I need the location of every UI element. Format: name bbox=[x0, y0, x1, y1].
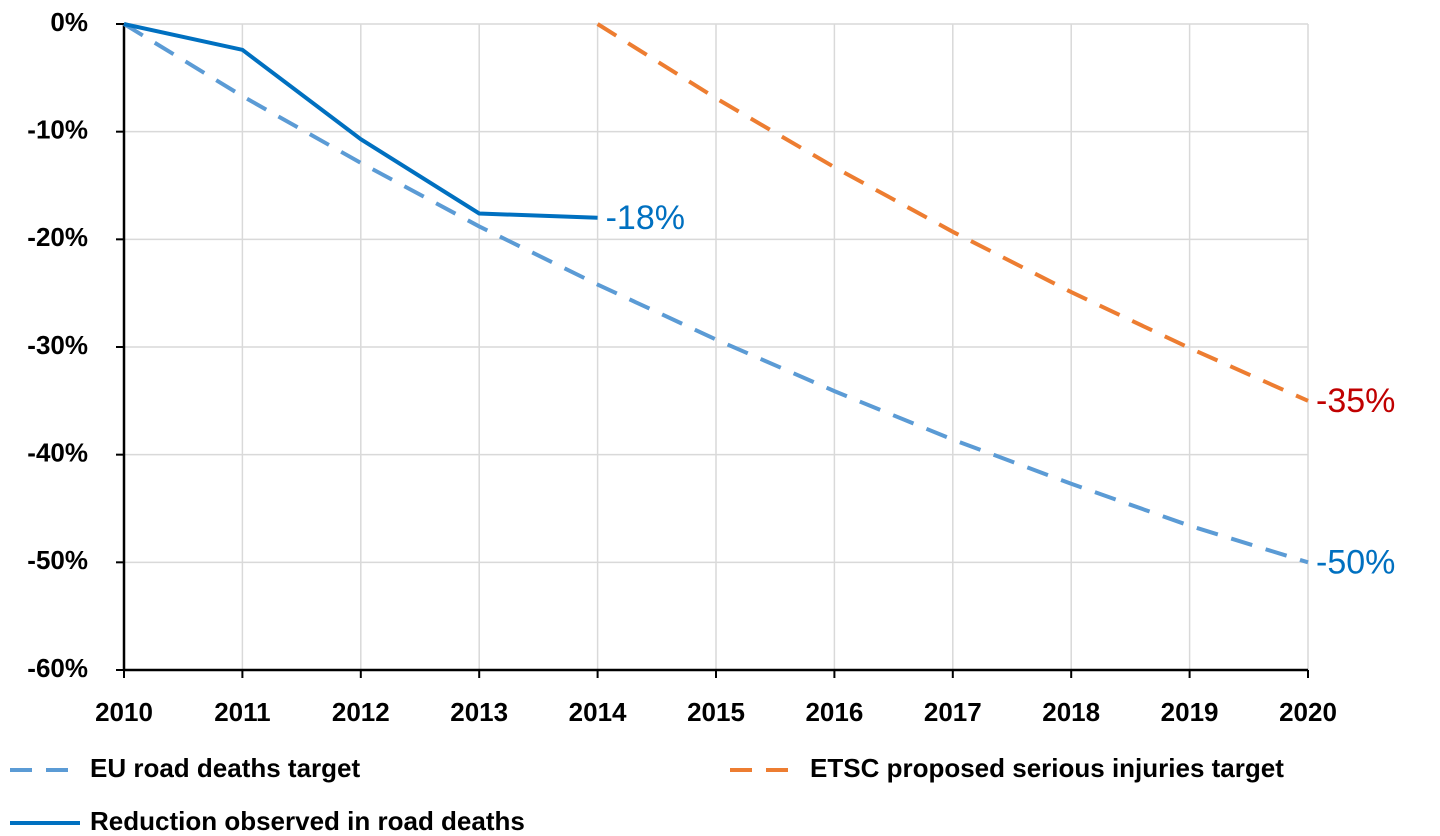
x-tick-label: 2019 bbox=[1161, 697, 1219, 727]
y-tick-label: 0% bbox=[50, 7, 88, 37]
legend-label: Reduction observed in road deaths bbox=[90, 806, 525, 836]
y-tick-label: -60% bbox=[27, 653, 88, 683]
y-tick-label: -20% bbox=[27, 222, 88, 252]
series-line bbox=[596, 22, 1309, 403]
y-tick-label: -30% bbox=[27, 330, 88, 360]
x-tick-label: 2011 bbox=[214, 697, 270, 727]
x-tick-label: 2020 bbox=[1279, 697, 1337, 727]
data-label: -18% bbox=[606, 199, 685, 237]
data-label: -35% bbox=[1316, 382, 1395, 420]
legend-label: EU road deaths target bbox=[90, 753, 361, 783]
data-label: -50% bbox=[1316, 543, 1395, 581]
x-tick-label: 2018 bbox=[1042, 697, 1100, 727]
y-tick-label: -50% bbox=[27, 545, 88, 575]
x-tick-label: 2014 bbox=[569, 697, 627, 727]
series-line bbox=[123, 22, 598, 220]
x-tick-label: 2015 bbox=[687, 697, 745, 727]
x-tick-label: 2013 bbox=[450, 697, 508, 727]
series-line bbox=[122, 22, 1309, 565]
x-tick-label: 2016 bbox=[805, 697, 863, 727]
x-tick-label: 2012 bbox=[332, 697, 390, 727]
y-tick-label: -10% bbox=[27, 115, 88, 145]
x-tick-label: 2010 bbox=[95, 697, 153, 727]
x-tick-label: 2017 bbox=[924, 697, 982, 727]
y-tick-label: -40% bbox=[27, 438, 88, 468]
legend-label: ETSC proposed serious injuries target bbox=[810, 753, 1284, 783]
